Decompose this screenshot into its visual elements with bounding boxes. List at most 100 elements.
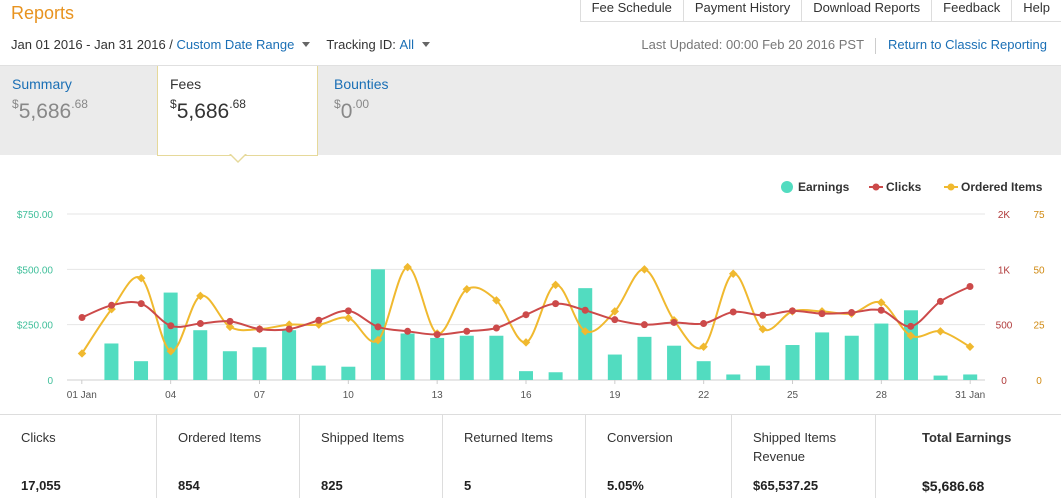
- filter-row: Jan 01 2016 - Jan 31 2016 / Custom Date …: [11, 37, 430, 52]
- tracking-id-label: Tracking ID:: [326, 37, 396, 52]
- clicks-point: [196, 320, 204, 328]
- ordered-axis-tick: 75: [1033, 210, 1045, 221]
- earnings-bar: [548, 372, 563, 380]
- ordered-items-point: [580, 327, 590, 336]
- last-updated-text: Last Updated: 00:00 Feb 20 2016 PST: [641, 37, 864, 52]
- ordered-axis-tick: 50: [1033, 265, 1045, 276]
- tab-summary[interactable]: Summary $5,686.68: [0, 66, 157, 156]
- legend-dot-marker-1: [872, 183, 880, 191]
- stat-ordered-value: 854: [178, 478, 200, 493]
- clicks-point: [404, 327, 412, 335]
- payment-history-link[interactable]: Payment History: [682, 0, 802, 22]
- custom-date-range-link[interactable]: Custom Date Range: [176, 37, 295, 52]
- earnings-bar: [104, 343, 119, 380]
- clicks-axis-tick: 0: [1001, 376, 1007, 387]
- x-axis-tick: 31 Jan: [955, 390, 985, 401]
- x-axis-tick: 16: [520, 390, 532, 401]
- clicks-point: [78, 313, 86, 321]
- earnings-bar: [607, 354, 622, 380]
- ordered-items-point: [344, 313, 353, 323]
- earnings-bar: [933, 375, 948, 380]
- date-range-dropdown-icon[interactable]: [302, 42, 311, 47]
- earnings-bars: [104, 269, 978, 380]
- top-nav: Fee Schedule Payment History Download Re…: [579, 0, 1061, 22]
- feedback-link[interactable]: Feedback: [931, 0, 1012, 22]
- clicks-axis-tick: 500: [996, 321, 1013, 332]
- stat-revenue: Shipped Items Revenue $65,537.25: [732, 415, 876, 498]
- clicks-axis-tick: 1K: [998, 265, 1011, 276]
- earnings-bar: [341, 366, 356, 380]
- earnings-bar: [519, 371, 533, 380]
- clicks-point: [670, 318, 678, 326]
- ordered-items-point: [403, 262, 412, 272]
- clicks-point: [729, 308, 737, 316]
- clicks-point: [522, 311, 530, 319]
- x-axis-tick: 04: [165, 390, 177, 401]
- page-title: Reports: [11, 3, 75, 23]
- clicks-point: [315, 316, 323, 324]
- stat-conversion: Conversion 5.05%: [586, 415, 732, 498]
- left-axis-tick: 0: [47, 376, 53, 387]
- legend-label-1: Clicks: [886, 180, 922, 194]
- fee-schedule-link[interactable]: Fee Schedule: [579, 0, 683, 22]
- earnings-bar: [252, 347, 267, 380]
- stat-total-earnings: Total Earnings $5,686.68: [876, 415, 1061, 498]
- x-axis-tick: 07: [254, 390, 266, 401]
- clicks-line: [81, 285, 971, 336]
- stat-total-value: $5,686.68: [922, 478, 985, 494]
- clicks-point: [285, 325, 293, 333]
- earnings-bar: [667, 345, 682, 380]
- earnings-bar: [696, 361, 711, 380]
- clicks-point: [552, 300, 560, 308]
- ordered-axis-tick: 25: [1033, 321, 1045, 332]
- summary-tabs: Summary $5,686.68 Fees $5,686.68 Bountie…: [0, 65, 1061, 156]
- x-axis-tick: 22: [698, 390, 710, 401]
- clicks-point: [433, 331, 441, 339]
- ordered-items-point: [166, 346, 176, 356]
- return-classic-link[interactable]: Return to Classic Reporting: [888, 37, 1047, 52]
- clicks-point: [700, 320, 708, 328]
- ordered-items-point: [906, 331, 916, 340]
- left-axis-tick: $750.00: [17, 210, 54, 221]
- clicks-point: [759, 311, 767, 319]
- legend-dot-marker-2: [947, 183, 955, 191]
- clicks-point: [818, 310, 826, 318]
- help-link[interactable]: Help: [1011, 0, 1061, 22]
- clicks-point: [966, 282, 974, 290]
- active-tab-pointer: [229, 153, 247, 163]
- clicks-point: [344, 307, 352, 315]
- earnings-bar: [311, 365, 326, 380]
- x-axis-tick: 01 Jan: [67, 390, 97, 401]
- stat-revenue-label: Shipped Items Revenue: [753, 430, 837, 464]
- tracking-id-dropdown-icon[interactable]: [421, 42, 430, 47]
- clicks-point: [581, 306, 589, 314]
- stat-total-label: Total Earnings: [922, 430, 1012, 445]
- ordered-items-point: [77, 349, 87, 358]
- earnings-bar: [874, 323, 889, 380]
- ordered-items-point: [225, 322, 235, 332]
- left-axis-tick: $500.00: [17, 265, 54, 276]
- date-range-text: Jan 01 2016 - Jan 31 2016 /: [11, 37, 173, 52]
- stats-bar: Clicks 17,055 Ordered Items 854 Shipped …: [0, 414, 1061, 498]
- tab-fees[interactable]: Fees $5,686.68: [157, 66, 318, 156]
- earnings-bar: [726, 374, 741, 380]
- stat-shipped-label: Shipped Items: [321, 430, 405, 445]
- earnings-bar: [755, 365, 770, 380]
- clicks-point: [848, 308, 856, 316]
- earnings-bar: [430, 337, 445, 380]
- clicks-point: [640, 321, 648, 329]
- legend-label-2: Ordered Items: [961, 180, 1043, 194]
- tracking-id-select[interactable]: All: [399, 37, 414, 52]
- earnings-bar: [903, 310, 918, 380]
- earnings-bar: [815, 332, 830, 380]
- earnings-bar: [637, 336, 652, 380]
- status-row: Last Updated: 00:00 Feb 20 2016 PST Retu…: [641, 37, 1047, 54]
- download-reports-link[interactable]: Download Reports: [801, 0, 932, 22]
- tab-bounties-label: Bounties: [334, 76, 389, 92]
- clicks-point: [226, 317, 234, 325]
- fees-amount: $5,686.68: [170, 97, 246, 123]
- earnings-bar: [163, 292, 178, 380]
- earnings-bar: [489, 335, 504, 380]
- tab-bounties[interactable]: Bounties $0.00: [322, 66, 482, 156]
- x-axis-tick: 10: [343, 390, 355, 401]
